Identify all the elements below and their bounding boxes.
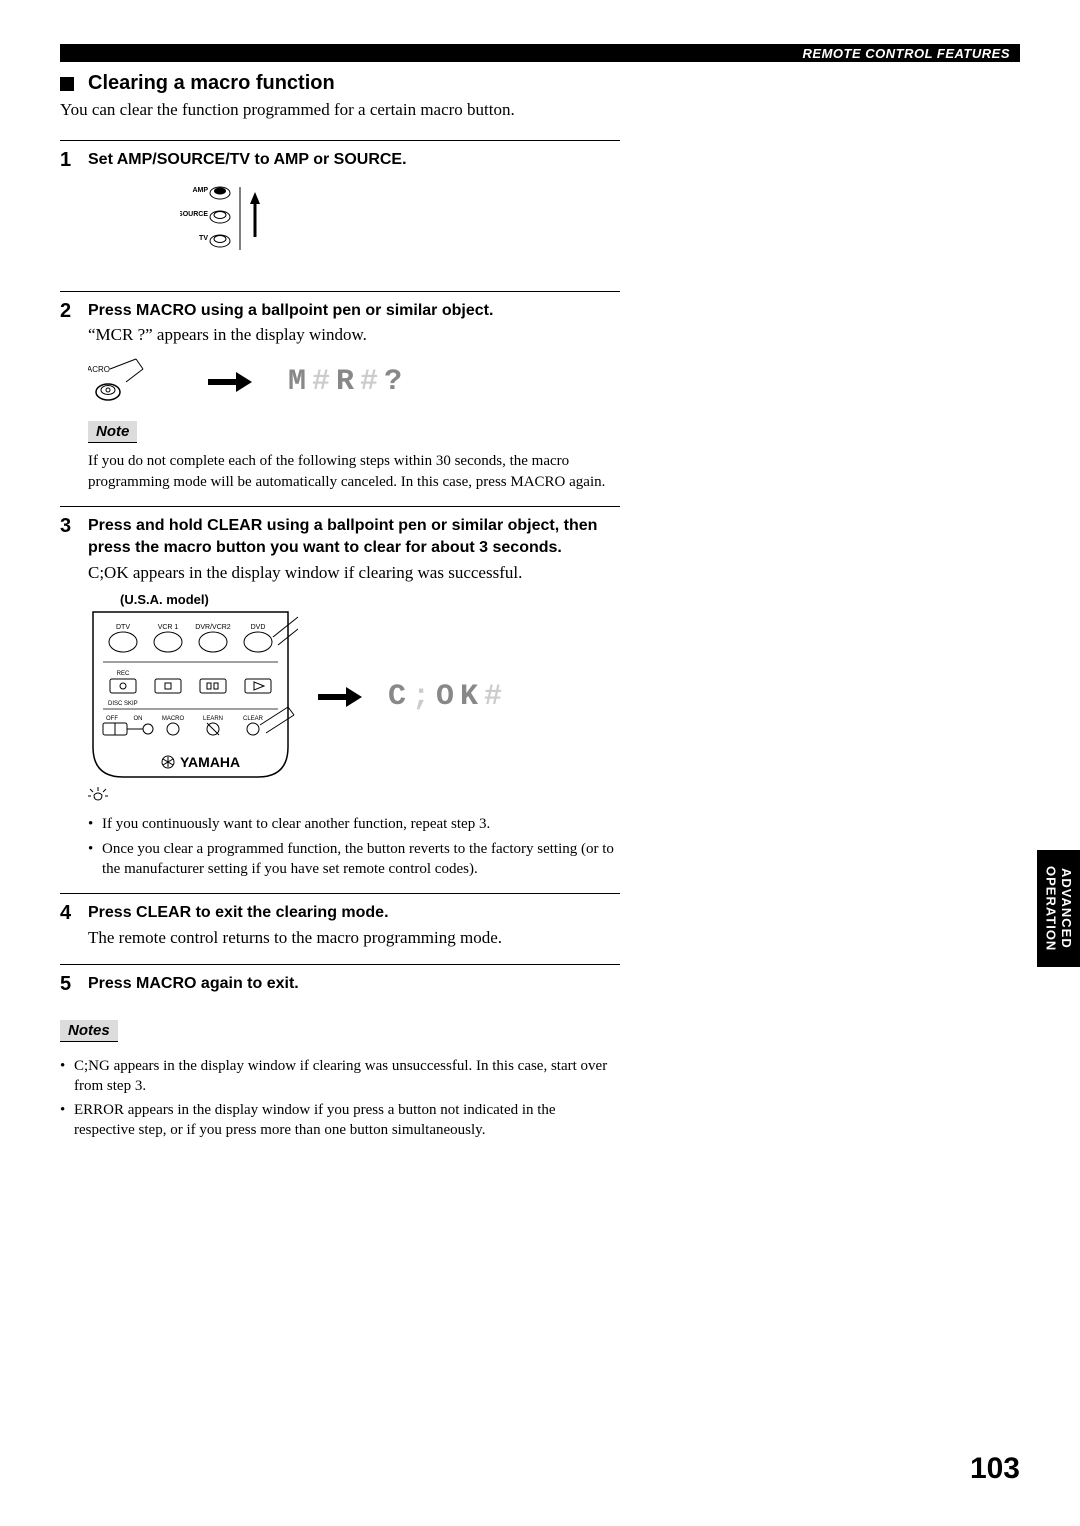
macro-display-row: MACRO M#R#?	[88, 357, 620, 407]
side-tab-line2: OPERATION	[1043, 866, 1058, 951]
svg-text:VCR 1: VCR 1	[158, 624, 179, 631]
svg-text:MACRO: MACRO	[162, 716, 185, 722]
step-heading: Press CLEAR to exit the clearing mode.	[88, 902, 620, 924]
svg-text:SOURCE: SOURCE	[180, 211, 208, 218]
intro-text: You can clear the function programmed fo…	[60, 99, 620, 122]
final-notes: Notes C;NG appears in the display window…	[60, 1010, 620, 1141]
svg-text:DTV: DTV	[116, 624, 130, 631]
svg-text:TV: TV	[199, 235, 208, 242]
bullet-item: Once you clear a programmed function, th…	[88, 839, 620, 880]
square-bullet-icon	[60, 77, 74, 91]
svg-text:CLEAR: CLEAR	[243, 716, 264, 722]
step-number: 3	[60, 515, 88, 585]
arrow-right-icon	[318, 687, 368, 707]
note-label: Note	[88, 421, 137, 443]
step-description: The remote control returns to the macro …	[88, 927, 620, 950]
lcd-display: C;OK#	[388, 680, 508, 714]
bullet-item: C;NG appears in the display window if cl…	[60, 1056, 620, 1097]
header-bar: REMOTE CONTROL FEATURES	[60, 44, 1020, 62]
svg-text:DVR/VCR2: DVR/VCR2	[195, 624, 231, 631]
step-2: 2 Press MACRO using a ballpoint pen or s…	[60, 291, 620, 492]
content-column: Clearing a macro function You can clear …	[60, 72, 620, 1145]
section-title: Clearing a macro function	[60, 72, 620, 95]
step-heading: Set AMP/SOURCE/TV to AMP or SOURCE.	[88, 149, 620, 171]
svg-text:ON: ON	[134, 716, 143, 722]
svg-text:DVD: DVD	[251, 624, 266, 631]
hint-icon	[88, 787, 620, 808]
side-tab: ADVANCED OPERATION	[1037, 850, 1080, 967]
step-5: 5 Press MACRO again to exit.	[60, 964, 620, 996]
switch-diagram: AMP SOURCE TV	[180, 182, 620, 277]
svg-text:DISC SKIP: DISC SKIP	[108, 701, 138, 707]
step3-bullets: If you continuously want to clear anothe…	[88, 814, 620, 879]
step-number: 1	[60, 149, 88, 172]
step-1: 1 Set AMP/SOURCE/TV to AMP or SOURCE. AM…	[60, 140, 620, 277]
switch-svg: AMP SOURCE TV	[180, 182, 300, 272]
svg-text:REC: REC	[117, 671, 130, 677]
step-heading: Press MACRO using a ballpoint pen or sim…	[88, 300, 620, 322]
step-heading: Press and hold CLEAR using a ballpoint p…	[88, 515, 620, 560]
note-text: If you do not complete each of the follo…	[88, 451, 620, 492]
bullet-item: If you continuously want to clear anothe…	[88, 814, 620, 834]
step-4: 4 Press CLEAR to exit the clearing mode.…	[60, 893, 620, 949]
svg-text:OFF: OFF	[106, 716, 118, 722]
step-description: “MCR ?” appears in the display window.	[88, 324, 620, 347]
page-number: 103	[970, 1452, 1020, 1486]
svg-text:LEARN: LEARN	[203, 716, 223, 722]
step-number: 4	[60, 902, 88, 949]
lcd-display: M#R#?	[288, 365, 408, 399]
header-section: REMOTE CONTROL FEATURES	[803, 46, 1010, 61]
remote-diagram: DTV VCR 1 DVR/VCR2 DVD REC DISC SK	[88, 607, 298, 787]
model-label: (U.S.A. model)	[120, 592, 620, 607]
final-notes-list: C;NG appears in the display window if cl…	[60, 1056, 620, 1141]
notes-label: Notes	[60, 1020, 118, 1042]
arrow-right-icon	[208, 372, 258, 392]
bullet-item: ERROR appears in the display window if y…	[60, 1100, 620, 1141]
step-3: 3 Press and hold CLEAR using a ballpoint…	[60, 506, 620, 879]
side-tab-line1: ADVANCED	[1059, 868, 1074, 949]
svg-text:AMP: AMP	[192, 187, 208, 194]
svg-text:YAMAHA: YAMAHA	[180, 754, 240, 770]
step-number: 5	[60, 973, 88, 996]
step-number: 2	[60, 300, 88, 347]
title-text: Clearing a macro function	[88, 72, 335, 95]
step-description: C;OK appears in the display window if cl…	[88, 562, 620, 585]
step-heading: Press MACRO again to exit.	[88, 973, 620, 995]
svg-text:MACRO: MACRO	[88, 365, 110, 374]
macro-button-icon: MACRO	[88, 357, 178, 407]
